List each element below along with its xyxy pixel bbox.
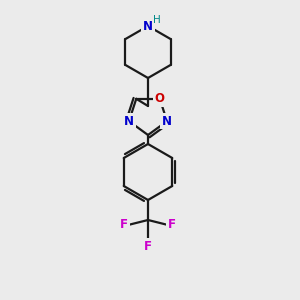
Text: F: F [168, 218, 176, 232]
Text: N: N [143, 20, 153, 32]
Text: N: N [124, 115, 134, 128]
Text: F: F [144, 239, 152, 253]
Text: N: N [162, 115, 172, 128]
Text: F: F [120, 218, 128, 232]
Text: O: O [155, 92, 165, 105]
Text: H: H [153, 15, 161, 25]
